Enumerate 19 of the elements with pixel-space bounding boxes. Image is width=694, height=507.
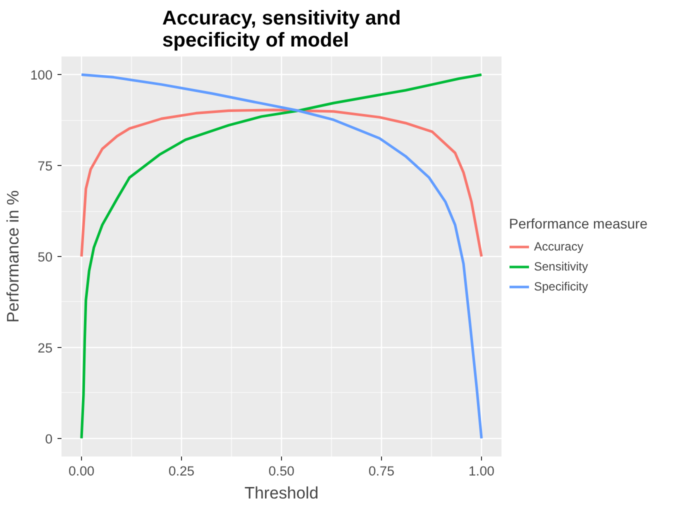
line-series [80, 108, 483, 258]
x-tick-label: 0.00 [68, 464, 94, 478]
chart-title: Accuracy, sensitivity and specificity of model [162, 8, 401, 52]
x-axis-title: Threshold [244, 484, 319, 502]
y-tick-label: 25 [38, 340, 53, 356]
legend-label: Sensitivity [534, 260, 588, 274]
y-tick-label: 75 [38, 158, 53, 174]
x-tick-label: 0.25 [168, 464, 194, 478]
legend-label: Accuracy [534, 240, 584, 254]
y-tick-label: 0 [45, 431, 53, 446]
line-series [80, 73, 483, 440]
y-tick-label: 100 [30, 68, 53, 83]
x-tick-label: 1.00 [468, 464, 494, 478]
x-tick-label: 0.50 [268, 464, 294, 478]
y-axis-title: Performance in % [3, 190, 22, 323]
y-tick-label: 50 [38, 250, 53, 264]
legend-label: Specificity [534, 280, 588, 294]
x-tick-label: 0.75 [368, 464, 394, 478]
legend-title: Performance measure [509, 216, 648, 232]
